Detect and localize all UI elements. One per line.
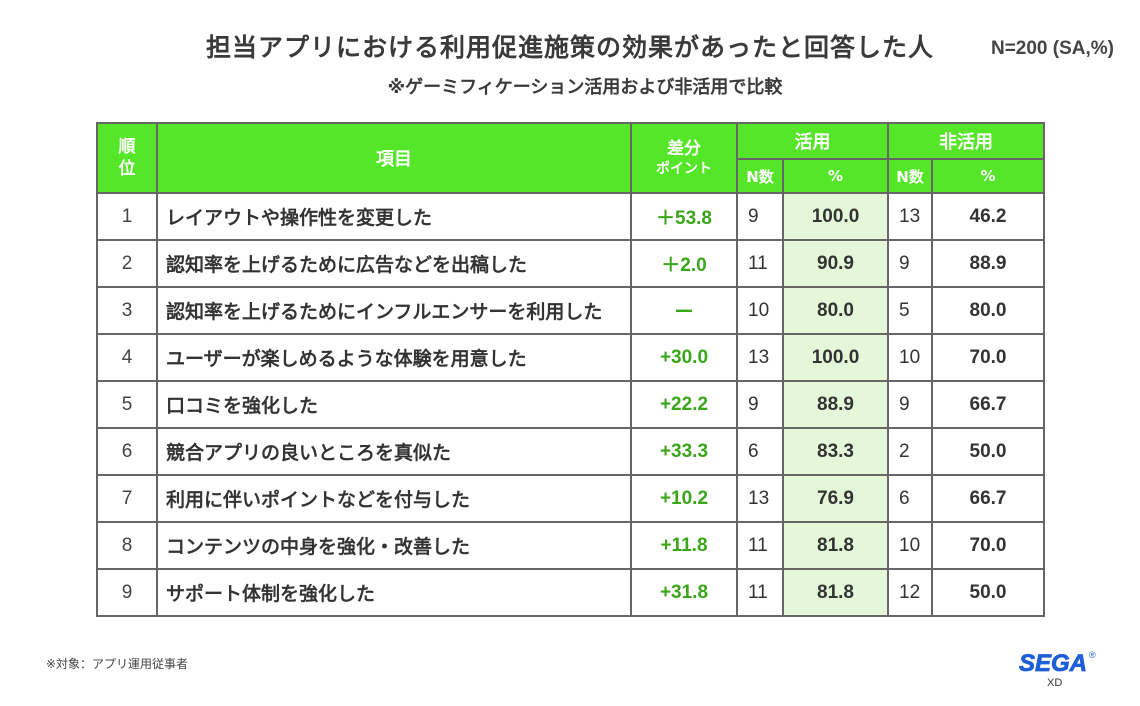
inactive-pct-cell: 70.0	[931, 521, 1045, 570]
table-body: 1 レイアウトや操作性を変更した ＋53.8 9 100.0 13 46.2 2 認知率を上げる…	[96, 192, 1045, 617]
active-pct-cell: 88.9	[782, 380, 889, 429]
item-cell: サポート体制を強化した	[156, 568, 632, 617]
inactive-pct-cell: 88.9	[931, 239, 1045, 288]
diff-cell: +30.0	[630, 333, 738, 382]
item-cell: ユーザーが楽しめるような体験を用意した	[156, 333, 632, 382]
sega-xd-logo: SEGA ® XD	[1019, 650, 1096, 688]
chart-subtitle: ※ゲーミフィケーション活用および非活用で比較	[387, 77, 783, 98]
chart-title: 担当アプリにおける利用促進施策の効果があったと回答した人	[205, 33, 934, 62]
inactive-n-cell: 5	[887, 286, 933, 335]
inactive-n-cell: 12	[887, 568, 933, 617]
inactive-pct-cell: 50.0	[931, 427, 1045, 476]
diff-cell: +10.2	[630, 474, 738, 523]
rank-cell: 5	[96, 380, 158, 429]
diff-cell: +11.8	[630, 521, 738, 570]
header-group-inactive: 非活用	[887, 122, 1045, 160]
diff-cell: ＋2.0	[630, 239, 738, 288]
item-cell: 口コミを強化した	[156, 380, 632, 429]
header-group-active: 活用	[736, 122, 889, 160]
table-row: 3 認知率を上げるためにインフルエンサーを利用したー 10 80.0 5 80.0	[96, 286, 1045, 335]
active-pct-cell: 80.0	[782, 286, 889, 335]
rank-cell: 9	[96, 568, 158, 617]
results-table: 順位 項目 差分 ポイント 活用 非活用 N数 % N数 % 1 レイアウトや操作…	[96, 122, 1045, 617]
table-row: 6 競合アプリの良いところを真似た +33.3 6 83.3 2 50.0	[96, 427, 1045, 476]
inactive-n-cell: 13	[887, 192, 933, 241]
item-cell: 競合アプリの良いところを真似た	[156, 427, 632, 476]
header-item: 項目	[156, 122, 632, 194]
inactive-pct-cell: 50.0	[931, 568, 1045, 617]
active-pct-cell: 83.3	[782, 427, 889, 476]
inactive-n-cell: 10	[887, 333, 933, 382]
active-n-cell: 6	[736, 427, 784, 476]
footnote: ※対象：アプリ運用従事者	[46, 657, 189, 671]
header-diff: 差分 ポイント	[630, 122, 738, 194]
table-row: 9 サポート体制を強化した +31.8 11 81.8 12 50.0	[96, 568, 1045, 617]
item-cell: コンテンツの中身を強化・改善した	[156, 521, 632, 570]
diff-cell: +31.8	[630, 568, 738, 617]
inactive-pct-cell: 66.7	[931, 474, 1045, 523]
table-row: 7 利用に伴いポイントなどを付与した +10.2 13 76.9 6 66.7	[96, 474, 1045, 523]
inactive-pct-cell: 66.7	[931, 380, 1045, 429]
inactive-pct-cell: 46.2	[931, 192, 1045, 241]
logo-text: SEGA	[1019, 650, 1087, 677]
diff-cell: +22.2	[630, 380, 738, 429]
active-pct-cell: 76.9	[782, 474, 889, 523]
header-inactive-pct: %	[931, 158, 1045, 194]
diff-cell: ＋53.8	[630, 192, 738, 241]
active-pct-cell: 81.8	[782, 568, 889, 617]
inactive-n-cell: 9	[887, 380, 933, 429]
inactive-n-cell: 6	[887, 474, 933, 523]
diff-cell: +33.3	[630, 427, 738, 476]
item-cell: 認知率を上げるために広告などを出稿した	[156, 239, 632, 288]
active-n-cell: 9	[736, 380, 784, 429]
header-rank-label: 順位	[118, 137, 136, 179]
sample-size-label: N=200 (SA,%)	[990, 38, 1114, 59]
header-inactive-n: N数	[887, 158, 933, 194]
header-diff-line1: 差分	[667, 139, 701, 159]
logo-registered-mark: ®	[1089, 650, 1096, 660]
active-n-cell: 11	[736, 521, 784, 570]
table-row: 8 コンテンツの中身を強化・改善した +11.8 11 81.8 10 70.0	[96, 521, 1045, 570]
active-pct-cell: 100.0	[782, 333, 889, 382]
active-n-cell: 9	[736, 192, 784, 241]
item-cell: 利用に伴いポイントなどを付与した	[156, 474, 632, 523]
item-cell: 認知率を上げるためにインフルエンサーを利用した	[156, 286, 632, 335]
rank-cell: 1	[96, 192, 158, 241]
header-diff-line2: ポイント	[656, 161, 712, 177]
header-rank: 順位	[96, 122, 158, 194]
active-pct-cell: 100.0	[782, 192, 889, 241]
table-row: 4 ユーザーが楽しめるような体験を用意した +30.0 13 100.0 10 70.0	[96, 333, 1045, 382]
header-active-n: N数	[736, 158, 784, 194]
logo-subtext: XD	[1047, 677, 1062, 688]
inactive-pct-cell: 70.0	[931, 333, 1045, 382]
active-n-cell: 13	[736, 333, 784, 382]
rank-cell: 4	[96, 333, 158, 382]
active-n-cell: 10	[736, 286, 784, 335]
rank-cell: 3	[96, 286, 158, 335]
diff-cell: ー	[630, 286, 738, 335]
rank-cell: 2	[96, 239, 158, 288]
active-pct-cell: 90.9	[782, 239, 889, 288]
inactive-pct-cell: 80.0	[931, 286, 1045, 335]
table-row: 5 口コミを強化した +22.2 9 88.9 9 66.7	[96, 380, 1045, 429]
rank-cell: 8	[96, 521, 158, 570]
active-pct-cell: 81.8	[782, 521, 889, 570]
rank-cell: 7	[96, 474, 158, 523]
table-row: 2 認知率を上げるために広告などを出稿した ＋2.0 11 90.9 9 88.9	[96, 239, 1045, 288]
active-n-cell: 11	[736, 568, 784, 617]
inactive-n-cell: 9	[887, 239, 933, 288]
active-n-cell: 13	[736, 474, 784, 523]
header-active-pct: %	[782, 158, 889, 194]
item-cell: レイアウトや操作性を変更した	[156, 192, 632, 241]
table-row: 1 レイアウトや操作性を変更した ＋53.8 9 100.0 13 46.2	[96, 192, 1045, 241]
active-n-cell: 11	[736, 239, 784, 288]
inactive-n-cell: 2	[887, 427, 933, 476]
rank-cell: 6	[96, 427, 158, 476]
inactive-n-cell: 10	[887, 521, 933, 570]
